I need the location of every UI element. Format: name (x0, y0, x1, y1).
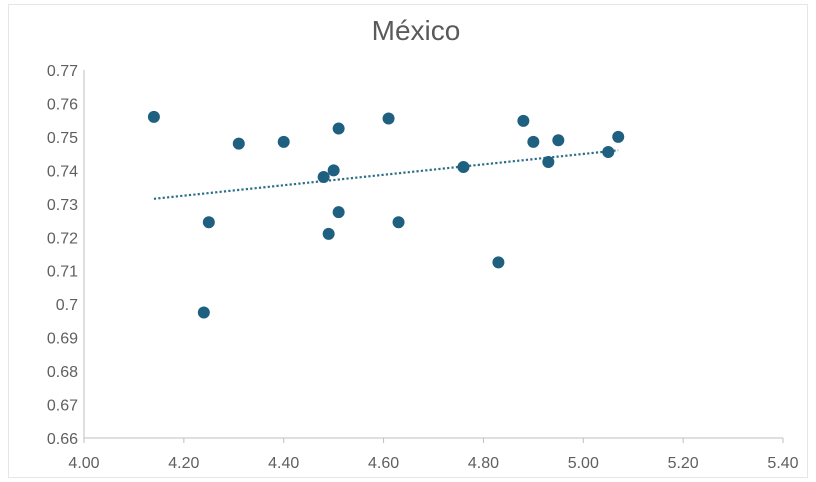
x-tick-label: 5.20 (668, 455, 699, 472)
x-tick-label: 5.00 (568, 455, 599, 472)
points-group (147, 110, 625, 319)
chart-frame (8, 4, 808, 478)
y-tick-label: 0.75 (47, 130, 78, 147)
scatter-point (492, 256, 505, 269)
scatter-point (612, 130, 625, 143)
y-tick-label: 0.72 (47, 230, 78, 247)
trendline-group (153, 149, 619, 200)
y-tick-label: 0.69 (47, 331, 78, 348)
scatter-point (542, 156, 555, 168)
scatter-point (382, 112, 395, 125)
scatter-point (517, 114, 530, 127)
y-tick-label: 0.67 (47, 398, 78, 415)
y-tick-label: 0.68 (47, 364, 78, 381)
scatter-point (197, 306, 210, 319)
y-tick-label: 0.76 (47, 96, 78, 113)
x-tick-label: 5.40 (767, 455, 798, 472)
y-tick-label: 0.73 (47, 197, 78, 214)
scatter-point (527, 135, 540, 148)
scatter-point (332, 122, 345, 135)
scatter-point (277, 135, 290, 148)
scatter-point (317, 171, 330, 184)
scatter-point (332, 206, 345, 219)
trendline (153, 149, 619, 200)
scatter-point (392, 216, 405, 229)
scatter-point (457, 161, 470, 174)
scatter-point (552, 134, 565, 147)
x-tick-label: 4.00 (68, 455, 99, 472)
x-tick-label: 4.20 (168, 455, 199, 472)
scatter-point (147, 110, 160, 123)
x-tick-label: 4.80 (468, 455, 499, 472)
y-tick-label: 0.74 (47, 163, 78, 180)
y-tick-label: 0.77 (47, 63, 78, 80)
chart-title: México (372, 15, 461, 46)
scatter-point (322, 227, 335, 240)
scatter-point (602, 145, 615, 158)
scatter-point (202, 216, 215, 229)
y-tick-label: 0.66 (47, 431, 78, 448)
x-tick-label: 4.40 (268, 455, 299, 472)
y-tick-label: 0.7 (56, 297, 78, 314)
axes: 4.00 4.20 4.40 4.60 4.80 5.00 5.20 5.40 0.77 0.76… (47, 63, 799, 472)
y-tick-label: 0.71 (47, 264, 78, 281)
scatter-point (232, 137, 245, 150)
scatter-point (327, 164, 340, 177)
x-tick-label: 4.60 (368, 455, 399, 472)
